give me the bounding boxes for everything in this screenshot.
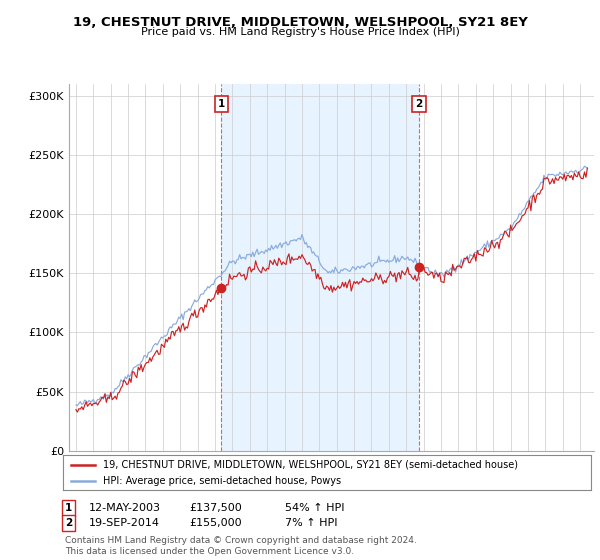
- Text: 1: 1: [65, 503, 72, 513]
- Text: 2: 2: [65, 518, 72, 528]
- Text: Contains HM Land Registry data © Crown copyright and database right 2024.
This d: Contains HM Land Registry data © Crown c…: [65, 536, 416, 556]
- Text: Price paid vs. HM Land Registry's House Price Index (HPI): Price paid vs. HM Land Registry's House …: [140, 27, 460, 37]
- Text: HPI: Average price, semi-detached house, Powys: HPI: Average price, semi-detached house,…: [103, 475, 341, 486]
- Text: 12-MAY-2003: 12-MAY-2003: [89, 503, 161, 513]
- Text: £155,000: £155,000: [189, 518, 242, 528]
- Text: 1: 1: [218, 99, 225, 109]
- Text: 19-SEP-2014: 19-SEP-2014: [89, 518, 160, 528]
- Text: 19, CHESTNUT DRIVE, MIDDLETOWN, WELSHPOOL, SY21 8EY (semi-detached house): 19, CHESTNUT DRIVE, MIDDLETOWN, WELSHPOO…: [103, 460, 518, 470]
- Text: 19, CHESTNUT DRIVE, MIDDLETOWN, WELSHPOOL, SY21 8EY: 19, CHESTNUT DRIVE, MIDDLETOWN, WELSHPOO…: [73, 16, 527, 29]
- Text: 54% ↑ HPI: 54% ↑ HPI: [285, 503, 344, 513]
- Text: 7% ↑ HPI: 7% ↑ HPI: [285, 518, 337, 528]
- Bar: [221, 84, 419, 451]
- Text: £137,500: £137,500: [189, 503, 242, 513]
- Text: 2: 2: [415, 99, 422, 109]
